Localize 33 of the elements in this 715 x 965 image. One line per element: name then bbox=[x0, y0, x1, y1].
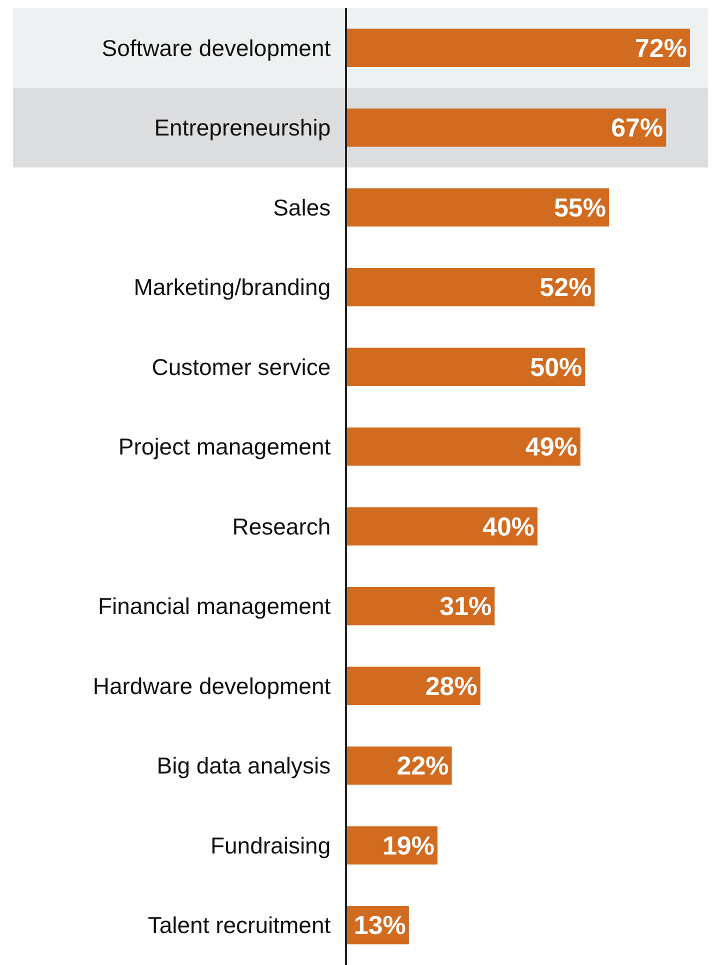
y-tick-label: Entrepreneurship bbox=[154, 114, 331, 141]
bar bbox=[347, 348, 586, 386]
y-tick-label: Project management bbox=[118, 434, 332, 460]
data-label: 55% bbox=[554, 192, 606, 222]
y-tick-label: Marketing/branding bbox=[134, 274, 331, 300]
bar bbox=[347, 427, 580, 466]
data-label: 52% bbox=[540, 272, 592, 302]
y-tick-label: Talent recruitment bbox=[148, 912, 332, 938]
data-label: 49% bbox=[525, 432, 578, 462]
data-label: 31% bbox=[440, 591, 492, 622]
data-label: 67% bbox=[611, 112, 664, 143]
y-tick-label: Software development bbox=[102, 34, 332, 61]
y-tick-label: Customer service bbox=[152, 354, 331, 380]
y-tick-label: Fundraising bbox=[210, 832, 331, 858]
y-tick-label: Financial management bbox=[98, 593, 332, 620]
data-label: 40% bbox=[482, 511, 535, 542]
bar bbox=[347, 507, 538, 546]
data-label: 28% bbox=[425, 670, 478, 701]
bar bbox=[347, 28, 690, 68]
data-label: 22% bbox=[396, 750, 449, 781]
data-label: 72% bbox=[634, 32, 687, 63]
y-tick-label: Big data analysis bbox=[156, 752, 331, 779]
data-label: 13% bbox=[354, 910, 406, 940]
bar bbox=[347, 188, 609, 227]
y-tick-label: Sales bbox=[273, 194, 331, 220]
y-tick-label: Hardware development bbox=[92, 672, 332, 699]
bar bbox=[347, 108, 666, 147]
data-label: 19% bbox=[382, 830, 434, 860]
bar bbox=[347, 586, 495, 626]
data-label: 50% bbox=[530, 352, 582, 382]
y-tick-label: Research bbox=[232, 513, 331, 540]
bar bbox=[347, 666, 480, 706]
bar bbox=[347, 268, 595, 306]
